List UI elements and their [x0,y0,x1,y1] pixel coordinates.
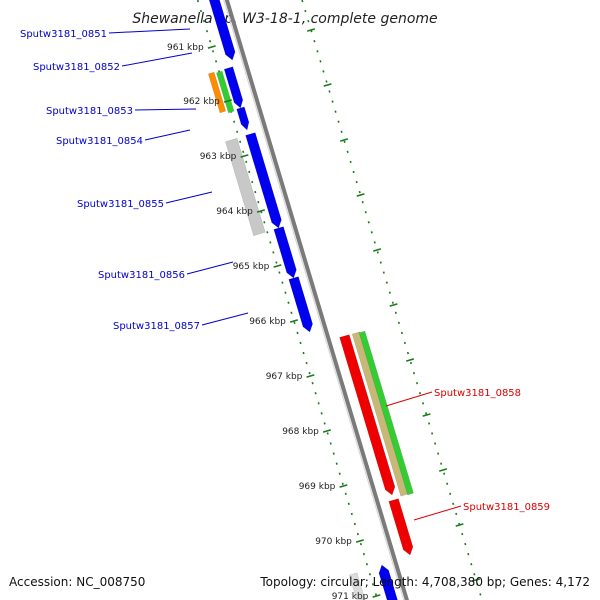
left-gene-label: Sputw3181_0856 [98,270,185,281]
cog-track-orange [207,71,227,114]
cog-track-green-right [358,330,414,496]
gene-sputw3181-0854 [245,132,282,229]
left-gene-label: Sputw3181_0857 [113,321,200,332]
cog-track-green [216,70,235,114]
kbp-ruler: 961 kbp 962 kbp 963 kbp 964 kbp 965 kbp 966 k… [167,28,481,600]
kbp-tick-label: 965 kbp [233,262,270,272]
cog-track-grey [225,137,266,237]
gene-labels: Sputw3181_0851 Sputw3181_0852 Sputw3181_08… [20,29,550,513]
kbp-tick [223,99,233,103]
gene-sputw3181-0851 [208,0,236,61]
left-label-leader [165,191,213,204]
minor-tick [405,358,415,362]
map-title: Shewanella sp. W3-18-1, complete genome [132,11,437,27]
kbp-tick-label: 964 kbp [216,207,253,217]
minor-tick [438,468,448,472]
kbp-tick [339,484,348,488]
backbone-highlight [223,0,405,600]
gene-sputw3181-0857 [378,564,398,600]
label-leader-lines [108,28,462,521]
minor-tick [306,28,316,32]
gene-sputw3181-0856 [288,276,313,333]
kbp-tick [273,264,282,268]
gene-sputw3181-0855 [273,226,297,279]
gene-sputw3181-0859 [388,498,414,556]
kbp-tick-label: 963 kbp [200,152,237,162]
minor-tick [422,413,431,417]
left-label-leader [144,129,191,141]
left-gene-label: Sputw3181_0852 [33,62,120,73]
minor-tick [455,523,464,527]
kbp-tick [240,154,249,158]
accession-text: Accession: NC_008750 [9,575,145,589]
left-label-leader [186,261,234,275]
kbp-tick-label: 971 kbp [332,592,369,600]
genome-summary-text: Topology: circular; Length: 4,708,380 bp… [259,575,590,589]
left-label-leader [108,28,191,34]
gene-sputw3181-0853 [236,106,250,131]
kbp-tick-label: 961 kbp [167,43,204,53]
cog-track-grey-bottom [348,572,366,600]
minor-tick [372,248,382,252]
left-label-leader [201,312,249,326]
minor-tick [356,193,365,197]
kbp-tick [372,594,381,598]
genome-backbone [223,0,409,600]
kbp-tick-label: 966 kbp [249,317,286,327]
gene-sputw3181-0858 [339,334,396,496]
right-label-leader [385,391,433,407]
left-gene-label: Sputw3181_0853 [46,106,133,117]
gene-sputw3181-0852 [223,66,244,109]
kbp-tick-label: 969 kbp [299,482,336,492]
kbp-tick [256,209,266,213]
kbp-tick [207,45,216,49]
kbp-tick [355,539,365,543]
left-gene-label: Sputw3181_0854 [56,136,143,147]
kbp-tick-label: 970 kbp [315,537,352,547]
kbp-tick [322,429,332,433]
gene-features [207,0,414,600]
kbp-tick-label: 962 kbp [183,97,220,107]
backbone-line [224,0,409,600]
left-label-leader [134,108,197,111]
kbp-tick-label: 968 kbp [282,427,319,437]
kbp-tick-label: 967 kbp [266,372,303,382]
right-gene-label: Sputw3181_0859 [463,502,550,513]
minor-tick [471,578,481,582]
minor-tick [339,138,349,142]
right-label-leader [413,505,462,521]
kbp-tick [289,319,299,323]
kbp-tick [306,374,315,378]
minor-tick [389,303,398,307]
left-gene-label: Sputw3181_0851 [20,29,107,40]
minor-tick [323,83,332,87]
map-tracks: 961 kbp 962 kbp 963 kbp 964 kbp 965 kbp 966 k… [20,0,550,600]
left-label-leader [121,52,193,67]
right-gene-label: Sputw3181_0858 [434,388,521,399]
left-gene-label: Sputw3181_0855 [77,199,164,210]
